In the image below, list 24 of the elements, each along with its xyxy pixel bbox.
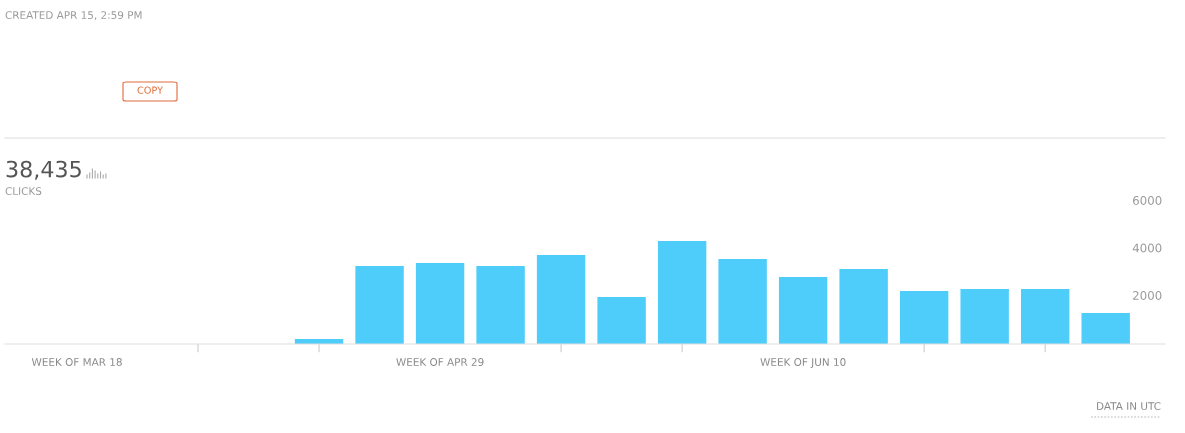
bar [899,291,949,344]
x-tick-label: WEEK OF MAR 18 [31,358,122,366]
bar [1081,312,1130,344]
bar [415,263,465,344]
text: CLICKS [5,187,42,196]
y-tick-label: 6000 [1133,196,1162,205]
bar [355,266,404,344]
bar [778,277,828,344]
bar [960,288,1009,344]
y-tick-label: 4000 [1132,243,1162,253]
x-tick-label: WEEK OF JUN 10 [760,358,846,368]
text: DATA IN UTC [1097,402,1161,411]
text: CREATED APR 15, 2:59 PM [5,11,142,21]
bar [839,268,888,344]
bar [597,296,646,344]
x-tick-label: WEEK OF APR 29 [396,358,484,366]
bar [1020,288,1070,344]
y-tick-label: 2000 [1133,291,1162,300]
bar [657,240,707,344]
bar [476,266,525,344]
text: COPY [137,86,164,94]
bar [718,258,767,344]
bar [536,254,586,344]
text: 38,435 [6,160,81,180]
